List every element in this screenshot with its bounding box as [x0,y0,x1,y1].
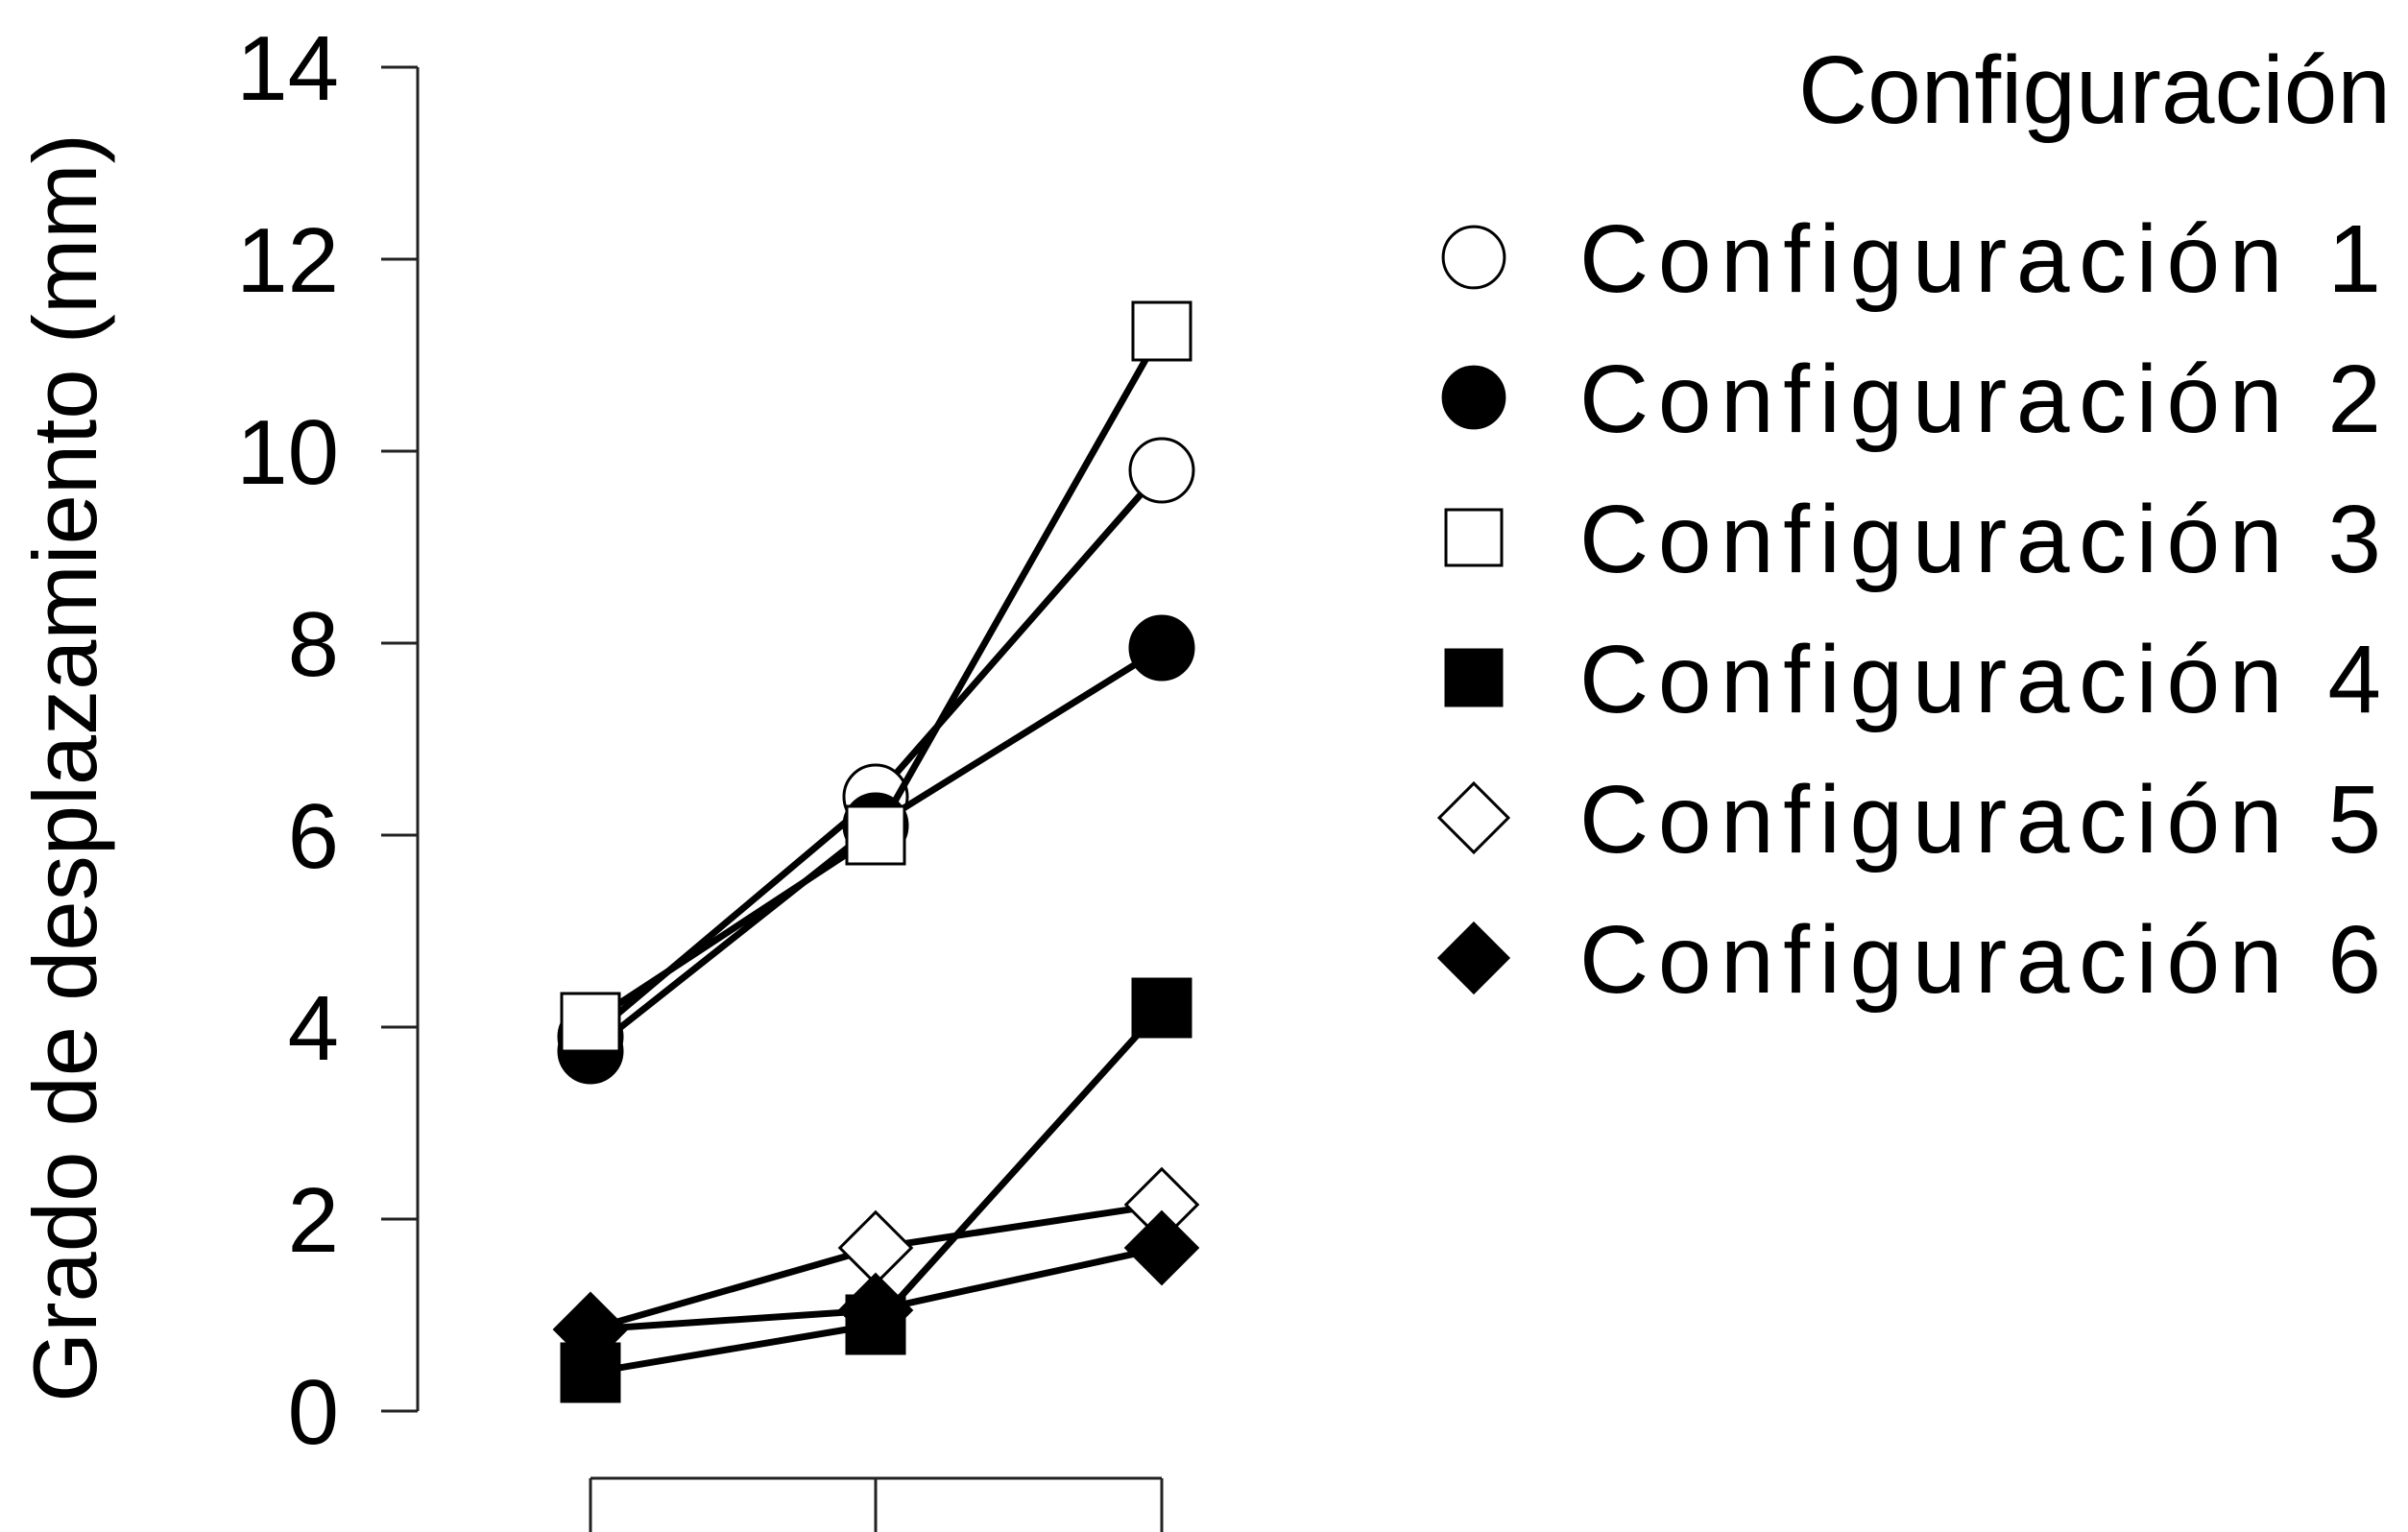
data-point [837,1272,914,1349]
legend-label: Configuración 5 [1579,766,2381,874]
series-layer [552,300,1200,1403]
y-axis-label: Grado de desplazamiento (mm) [14,133,115,1402]
data-point [1123,1209,1200,1286]
legend-label: Configuración 4 [1579,626,2381,733]
x-axis [589,1476,1164,1532]
y-tick-label: 6 [288,785,339,888]
legend-marker [1444,648,1504,707]
data-point [1128,614,1195,682]
data-point [1131,977,1192,1039]
y-tick-label: 0 [288,1361,339,1464]
y-tick-label: 10 [236,401,339,504]
legend-label: Configuración 6 [1579,906,2381,1014]
series-3 [560,300,1192,1053]
legend-label: Configuración 2 [1579,346,2381,453]
legend-item: Configuración 4 [1444,626,2381,733]
legend: Configuración Configuración 1 Configuraci… [1436,36,2391,1014]
series-1 [557,437,1195,1070]
legend-item: Configuración 2 [1441,346,2381,453]
y-tick-label: 14 [236,17,339,120]
data-point [845,804,906,866]
series-line [589,329,1166,1025]
data-point [1131,300,1192,362]
legend-item: Configuración 5 [1436,766,2381,874]
data-point [1128,437,1195,504]
y-tick-label: 2 [288,1169,339,1272]
data-point [560,992,621,1053]
y-axis: 0 2 4 6 8 10 12 14 [236,17,420,1464]
legend-marker [1436,921,1511,995]
series-6 [552,1209,1200,1368]
series-line [588,467,1165,1040]
y-tick-label: 4 [288,977,339,1080]
legend-label: Configuración 3 [1579,486,2381,593]
legend-marker [1436,780,1511,855]
legend-marker [1441,365,1506,430]
legend-marker [1441,225,1506,290]
y-tick-label: 8 [288,593,339,696]
legend-item: Configuración 1 [1441,205,2381,313]
data-point [552,1291,629,1368]
legend-title: Configuración [1798,36,2391,144]
legend-item: Configuración 3 [1444,486,2381,593]
legend-label: Configuración 1 [1579,205,2381,313]
y-tick-label: 12 [236,209,339,312]
legend-marker [1444,508,1504,567]
legend-item: Configuración 6 [1436,906,2381,1014]
